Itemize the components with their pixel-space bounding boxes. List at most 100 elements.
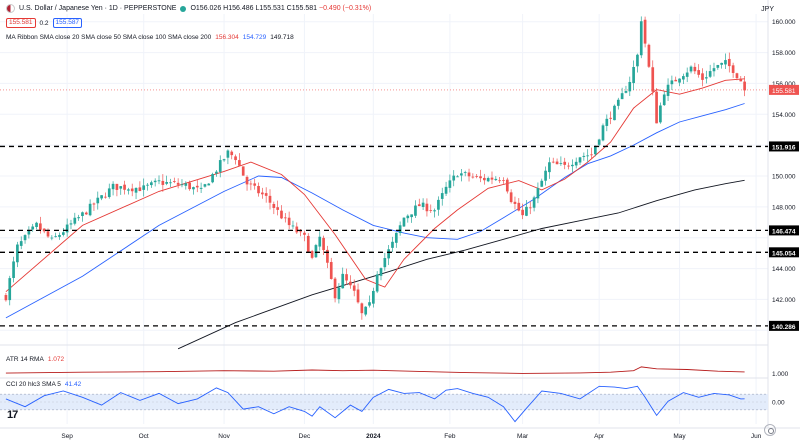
candle-body [502,180,505,181]
atr-label[interactable]: ATR 14 RMA [6,356,44,363]
time-tick-label: Mar [517,433,529,440]
candle-body [724,60,727,65]
candle-body [372,290,375,304]
candle-body [23,235,27,241]
quote-row: 155.581 0.2 155.587 [6,18,83,28]
support-level-label: 151.916 [772,144,796,151]
candle-body [651,67,655,92]
ma50-path [5,103,745,319]
candle-body [146,184,149,186]
candle-body [364,306,368,315]
candle-body [203,184,207,187]
candle-body [341,273,345,289]
candle-body [295,226,299,233]
candle-body [176,182,180,185]
candle-body [701,73,704,80]
buy-button[interactable]: 155.587 [52,18,83,28]
candle-body [471,176,475,178]
candle-body [161,180,165,185]
candle-body [257,185,260,194]
candle-body [655,91,658,124]
candle-body [58,234,61,237]
close-key: C [286,5,292,12]
candle-body [337,287,341,300]
candle-body [586,155,590,157]
symbol-title[interactable]: U.S. Dollar / Japanese Yen · 1D · PEPPER… [19,5,177,12]
candle-body [157,180,161,182]
candle-body [142,185,146,190]
candle-body [329,262,333,279]
candle-body [731,65,735,73]
candle-body [727,58,731,67]
candle-body [222,159,226,161]
candle-body [61,232,65,235]
candle-body [352,285,356,291]
candle-body [483,177,486,181]
candle-body [406,215,410,219]
candle-body [184,183,188,186]
candle-body [115,183,119,190]
time-tick-label: 2024 [366,433,381,440]
candle-body [444,186,448,194]
candle-body [345,274,348,281]
candle-body [452,175,456,181]
market-status-icon [180,5,187,12]
candle-body [597,139,601,145]
ma200-line [177,179,745,350]
candle-body [218,160,222,172]
candle-body [280,210,283,219]
candle-body [276,207,279,210]
candle-body [639,21,643,56]
atr-value: 1.072 [47,356,65,363]
candle-body [509,192,513,203]
candle-body [421,202,425,207]
candle-body [498,180,501,182]
candle-body [180,184,184,186]
candle-body [693,66,697,72]
support-level-tag [769,141,799,152]
candle-body [513,201,517,204]
candle-body [601,125,605,141]
cci-tick-label: 0.00 [772,400,785,407]
candle-body [689,66,693,72]
candle-body [356,289,360,303]
tradingview-logo: 17 [7,409,18,421]
candle-body [77,217,80,219]
ma-ribbon-label[interactable]: MA Ribbon SMA close 20 SMA close 50 SMA … [6,34,212,41]
candle-body [119,186,123,189]
candle-body [433,210,436,212]
candle-body [245,176,249,185]
candle-body [165,182,169,184]
candle-body [207,183,211,186]
candle-body [379,268,383,276]
time-tick-label: Apr [594,433,605,440]
candle-body [659,105,662,123]
time-tick-label: May [673,433,686,440]
candle-body [383,258,387,268]
candle-body [417,204,421,207]
candle-body [609,117,612,119]
candle-body [238,160,241,166]
time-tick-label: Nov [218,433,230,440]
candle-body [628,81,632,92]
ohlc-values: O156.026 H156.486 L155.531 C155.581 −0.4… [190,5,371,12]
candle-body [326,249,329,263]
candle-body [322,237,325,251]
candle-body [84,212,88,215]
candle-body [670,80,674,85]
candle-body [463,172,467,173]
candle-body [555,161,559,165]
time-tick-label: Feb [444,433,456,440]
candle-body [310,251,314,258]
candle-body [662,94,666,106]
candle-body [486,178,490,182]
sell-button[interactable]: 155.581 [6,18,36,28]
candle-body [697,70,701,75]
settings-gear-icon[interactable] [764,424,776,436]
support-levels: 151.916 146.474 145.054 140.286 [0,141,799,331]
candle-body [398,225,402,234]
candle-body [394,232,398,243]
ma200-value: 149.718 [270,34,294,41]
cci-label[interactable]: CCI 20 hlc3 SMA 5 [6,381,61,388]
